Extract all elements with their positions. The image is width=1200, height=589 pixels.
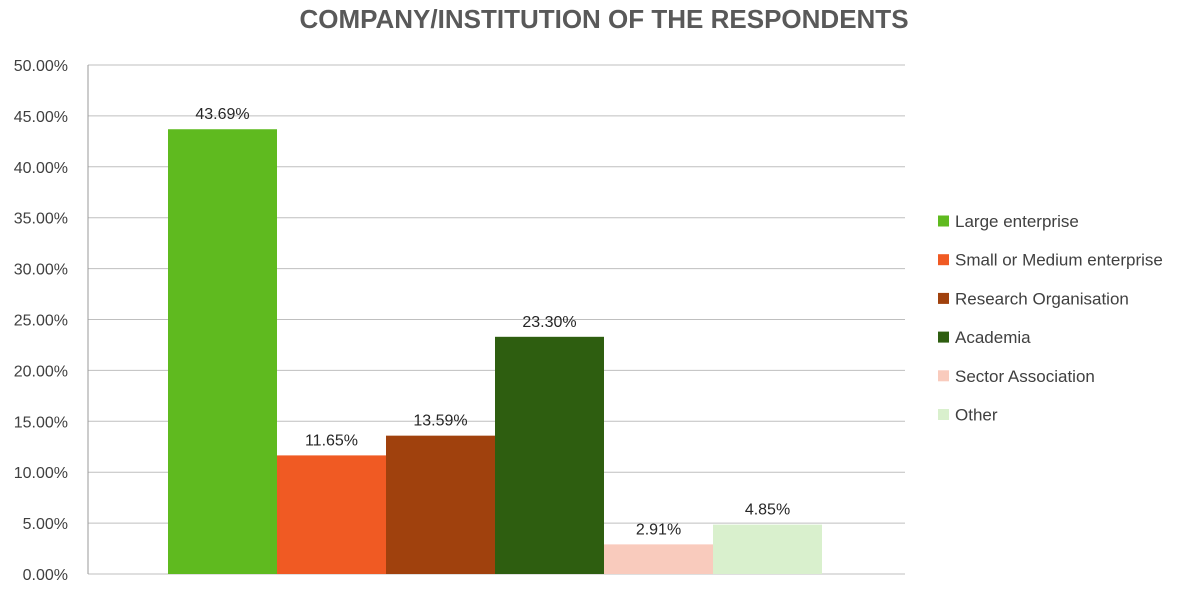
legend: Large enterprise Small or Medium enterpri…: [938, 212, 1163, 425]
y-tick-label: 50.00%: [14, 58, 68, 75]
y-tick-label: 5.00%: [23, 516, 68, 533]
data-label: 4.85%: [745, 502, 790, 519]
bar: [168, 129, 277, 575]
y-tick-label: 30.00%: [14, 262, 68, 279]
chart-title: COMPANY/INSTITUTION OF THE RESPONDENTS: [299, 4, 908, 34]
data-label: 13.59%: [413, 413, 467, 430]
y-tick-label: 35.00%: [14, 211, 68, 228]
legend-label: Academia: [955, 328, 1031, 347]
y-tick-label: 15.00%: [14, 414, 68, 431]
bar: [386, 435, 495, 574]
data-labels: 43.69% 11.65% 13.59% 23.30% 2.91% 4.85%: [195, 106, 790, 538]
data-label: 43.69%: [195, 106, 249, 123]
legend-label: Sector Association: [955, 367, 1095, 386]
bar: [495, 336, 604, 574]
y-tick-label: 20.00%: [14, 363, 68, 380]
data-label: 11.65%: [305, 432, 358, 449]
data-label: 2.91%: [636, 521, 681, 538]
y-axis-ticks: 0.00% 5.00% 10.00% 15.00% 20.00% 25.00% 30.00%…: [14, 58, 68, 584]
y-tick-label: 45.00%: [14, 109, 68, 126]
y-tick-label: 0.00%: [23, 567, 68, 584]
bar: [277, 455, 386, 574]
legend-label: Small or Medium enterprise: [955, 251, 1163, 270]
legend-label: Other: [955, 406, 998, 425]
y-tick-label: 40.00%: [14, 160, 68, 177]
legend-label: Large enterprise: [955, 212, 1079, 231]
data-label: 23.30%: [522, 314, 576, 331]
bar: [604, 544, 713, 574]
legend-swatch: [938, 292, 949, 304]
legend-swatch: [938, 254, 949, 266]
legend-swatch: [938, 215, 949, 227]
y-tick-label: 25.00%: [14, 313, 68, 330]
bar: [713, 524, 822, 574]
legend-swatch: [938, 331, 949, 343]
y-tick-label: 10.00%: [14, 465, 68, 482]
legend-swatch: [938, 409, 949, 420]
legend-label: Research Organisation: [955, 289, 1129, 308]
bars: [168, 129, 822, 575]
legend-swatch: [938, 370, 949, 382]
